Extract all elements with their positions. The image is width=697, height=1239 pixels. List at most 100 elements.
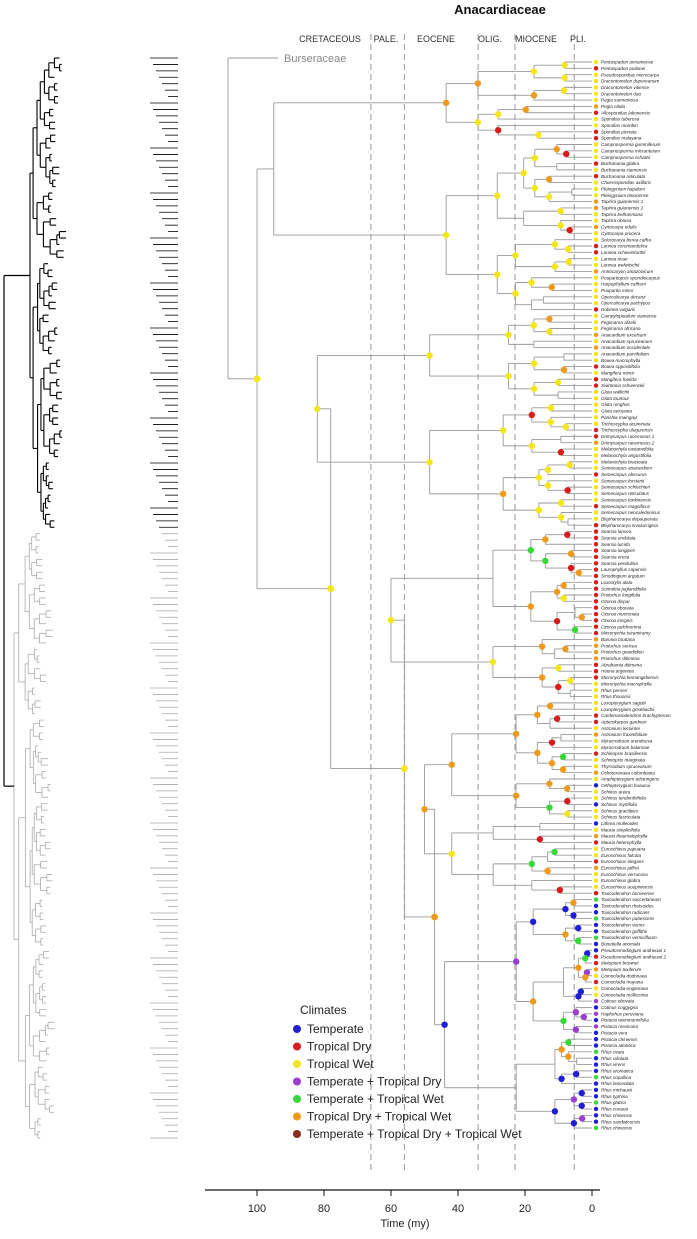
tip-marker (593, 1062, 599, 1067)
taxon-label: Comocladia dodonaea (601, 973, 647, 978)
tip-marker (593, 897, 599, 902)
tip-marker (593, 599, 599, 604)
legend-swatch (293, 1112, 301, 1121)
tip-marker (593, 440, 599, 445)
tip-marker (593, 586, 599, 591)
node-marker (578, 1089, 585, 1097)
tip-marker (593, 713, 599, 718)
node-marker (570, 899, 577, 906)
taxon-label: Semecarpus anacardium (601, 466, 652, 471)
node-marker (557, 207, 564, 215)
node-marker (578, 1115, 586, 1122)
tip-marker (593, 745, 599, 750)
tip-marker (593, 300, 599, 306)
taxon-label: Pentaspadon poilanei (601, 66, 646, 71)
tip-marker (593, 446, 599, 452)
tip-marker (593, 288, 599, 293)
taxon-label: Ozoroa dispar (601, 599, 630, 604)
tip-marker (593, 1081, 599, 1086)
node-marker (527, 603, 535, 610)
node-marker (426, 458, 433, 466)
tip-marker (593, 212, 599, 217)
tip-marker (593, 694, 599, 699)
tip-marker (593, 199, 599, 204)
tip-marker (593, 281, 599, 287)
taxon-label: Rhus sandwicensis (601, 1119, 641, 1124)
taxon-label: Cyrtocarpa procera (601, 231, 641, 236)
tip-marker (593, 389, 599, 395)
taxon-label: Euroschinus aoupiniensis (601, 884, 654, 889)
taxon-label: Myracrodruon urundeuva (601, 739, 653, 744)
node-marker (574, 937, 582, 945)
axis-tick-label: 100 (248, 1203, 266, 1215)
tip-marker (593, 719, 599, 725)
node-marker (474, 80, 482, 87)
tip-marker (593, 840, 599, 845)
tip-marker (593, 307, 599, 312)
taxon-label: Rhus thouarsii (601, 694, 631, 699)
node-marker (448, 761, 455, 768)
taxon-label: Toxicodendron borneense (601, 891, 654, 896)
taxon-label: Orthopterygium huaucui (601, 783, 651, 788)
taxon-label: Amphipterygium adstringens (600, 777, 660, 782)
tip-marker (593, 916, 599, 921)
node-marker (564, 531, 571, 538)
tip-marker (593, 1024, 599, 1029)
taxon-label: Apterokarpos gardneri (600, 720, 647, 725)
tip-marker (593, 1106, 599, 1112)
axis-tick-label: 60 (385, 1203, 397, 1215)
taxon-label: Gluta tavoyana (601, 409, 632, 414)
chronogram-tree (227, 57, 592, 1129)
taxon-label: Drimycarpus racemosus 1 (601, 434, 655, 439)
taxon-label: Toxicodendron radicans (601, 910, 650, 915)
taxon-label: Euroschinus elegans (601, 859, 644, 864)
tip-marker (593, 1075, 599, 1080)
taxon-label: Swintonia schwenckii (601, 383, 645, 388)
tip-marker (593, 605, 599, 610)
tip-marker (593, 941, 599, 947)
node-marker (570, 1120, 578, 1127)
tip-marker (593, 167, 599, 173)
taxon-label: Lannea welwitschii (601, 263, 640, 268)
taxon-label: Rhus chinensis (601, 1113, 633, 1118)
tip-marker (593, 269, 599, 274)
taxon-label: Metopium brownei (601, 961, 640, 966)
axis-title: Time (my) (380, 1218, 429, 1230)
node-marker (567, 564, 575, 572)
taxon-label: Myracrodruon balansae (601, 745, 650, 750)
tip-marker (593, 1094, 599, 1099)
node-marker (546, 804, 553, 811)
tip-marker (593, 637, 599, 642)
tip-marker (593, 116, 599, 122)
tip-marker (593, 973, 599, 978)
tip-marker (593, 491, 599, 496)
tip-marker (593, 1113, 599, 1118)
node-marker (448, 850, 455, 857)
taxon-label: Pistacia chinensis (601, 1037, 638, 1042)
taxon-label: Searsia erosa (601, 555, 630, 560)
epoch-label-paleocene: PALE. (374, 34, 399, 44)
taxon-label: Lannea schweinfurthii (601, 250, 646, 255)
epoch-label-eocene: EOCENE (417, 34, 455, 44)
taxon-label: Anacardium excelsum (600, 332, 646, 337)
legend-label: Temperate + Tropical Wet (307, 1092, 445, 1106)
tip-marker (593, 1056, 599, 1061)
tip-marker (593, 814, 599, 820)
taxon-label: Rhus coriaria (601, 1107, 629, 1112)
taxon-label: Poupartiopsis spondiocarpus (601, 275, 661, 280)
node-marker (548, 759, 556, 767)
node-marker (546, 702, 554, 710)
node-marker (494, 111, 502, 118)
tip-marker (593, 256, 599, 261)
taxon-label: Astronium lecointei (600, 726, 641, 731)
taxon-label: Cotinus coggygria (601, 1005, 638, 1010)
tip-marker (593, 871, 599, 877)
node-marker (253, 375, 261, 383)
epoch-labels: CRETACEOUS PALE. EOCENE OLIG. MIOCENE PL… (299, 34, 586, 44)
tip-marker (593, 649, 599, 655)
taxon-label: Comocladia mollissima (601, 992, 648, 997)
node-marker (530, 68, 538, 75)
taxon-label: Drimycarpus racemosus 2 (601, 440, 655, 445)
taxon-label: Fegimanra africana (601, 326, 641, 331)
node-marker (557, 499, 565, 507)
